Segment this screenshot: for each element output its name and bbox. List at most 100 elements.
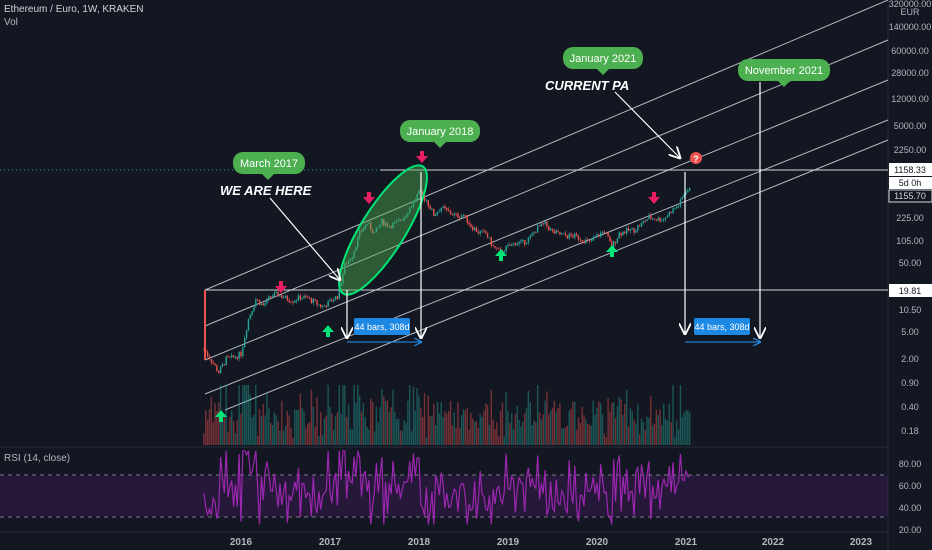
volume-bar [581,406,583,445]
current-pa-text[interactable]: CURRENT PA [545,78,629,93]
candle-body [481,230,483,232]
candle-body [676,206,678,209]
bubble-january-2021[interactable]: January 2021 [563,47,643,75]
volume-bar [514,414,517,445]
volume-bar [633,419,635,445]
candle-body [655,219,658,221]
volume-bar [381,389,383,445]
candle-body [512,242,515,244]
channel-line-bottom[interactable] [224,139,889,411]
volume-bar [364,417,366,445]
volume-bar [334,416,337,445]
volume-bar [644,429,646,445]
volume-bar [225,385,227,445]
candle-body [638,225,641,227]
volume-bar [527,390,530,445]
candle-body [627,228,630,231]
candle-body [433,208,435,217]
volume-bar [520,426,522,445]
candle-body [396,221,398,222]
parallel-channel[interactable] [204,0,889,411]
volume-bar [663,403,665,445]
bubble-january-2018[interactable]: January 2018 [400,120,480,148]
volume-bar [262,404,264,445]
level-price-tag [889,284,932,297]
time-axis[interactable]: 2016 2017 2018 2019 2020 2021 2022 2023 [230,537,873,548]
candle-body [288,300,290,302]
volume-bar [457,402,459,445]
candle-body [659,217,661,222]
candle-body [625,228,628,234]
candle-body [477,231,480,234]
volume-bar [535,422,537,445]
candle-body [232,355,235,358]
candle-body [303,295,305,299]
price-tick-label: 0.18 [901,426,919,436]
candle-body [499,248,502,251]
volume-bar [338,385,340,445]
candle-body [594,236,596,238]
candle-body [423,195,426,201]
candle-body [394,221,396,223]
candle-body [229,356,231,358]
candle-body [275,292,277,294]
question-icon[interactable] [690,152,702,164]
volume-bar [284,426,287,445]
candle-body [351,257,353,260]
volume-bar [208,409,211,445]
volume-bar [232,420,235,445]
bubble-november-2021[interactable]: November 2021 [738,59,830,87]
volume-bar [449,400,452,445]
volume-bar [370,398,372,445]
volume-bars [203,385,691,445]
candle-body [282,297,285,299]
measure-label-2-bg[interactable] [694,318,750,335]
candle-body [540,223,543,227]
rsi-axis[interactable]: 80.00 60.00 40.00 20.00 [899,459,922,535]
volume-bar [433,403,435,445]
candle-body [221,364,224,367]
volume-bar [275,415,277,445]
candle-body [466,215,468,223]
volume-bar [377,422,379,445]
volume-bar [588,424,591,445]
volume-bar [410,431,413,445]
candle-body [331,299,333,302]
volume-bar [453,412,455,445]
channel-line-top[interactable] [204,0,889,291]
buy-arrow-icon [495,249,507,261]
volume-bar [423,393,426,445]
channel-line-2[interactable] [204,39,889,327]
candle-body [570,234,572,236]
we-are-here-text[interactable]: WE ARE HERE [220,183,312,198]
candle-body [616,238,619,243]
candle-body [488,237,491,239]
volume-bar [244,385,246,445]
time-tick-label: 2022 [762,537,785,548]
volume-bar [383,396,385,445]
candle-body [666,215,669,218]
volume-bar [412,386,415,445]
volume-bar [672,385,674,445]
candle-body [294,300,296,303]
volume-bar [218,402,220,445]
candle-body [653,218,656,220]
candle-body [431,208,433,210]
volume-bar [294,409,296,445]
volume-bar [240,413,242,445]
channel-line-4[interactable] [204,119,889,395]
candle-body [572,235,574,238]
highlight-ellipse[interactable] [325,155,442,306]
candle-body [511,243,513,246]
measure-label-1-bg[interactable] [354,318,410,335]
volume-bar [349,428,352,445]
bubble-november-2021-label: November 2021 [745,65,823,77]
channel-line-3[interactable] [204,79,889,361]
candle-body [218,370,220,374]
candle-body [566,235,569,239]
candle-body [238,351,240,359]
bubble-march-2017[interactable]: March 2017 [233,152,305,180]
volume-bar [616,406,619,445]
